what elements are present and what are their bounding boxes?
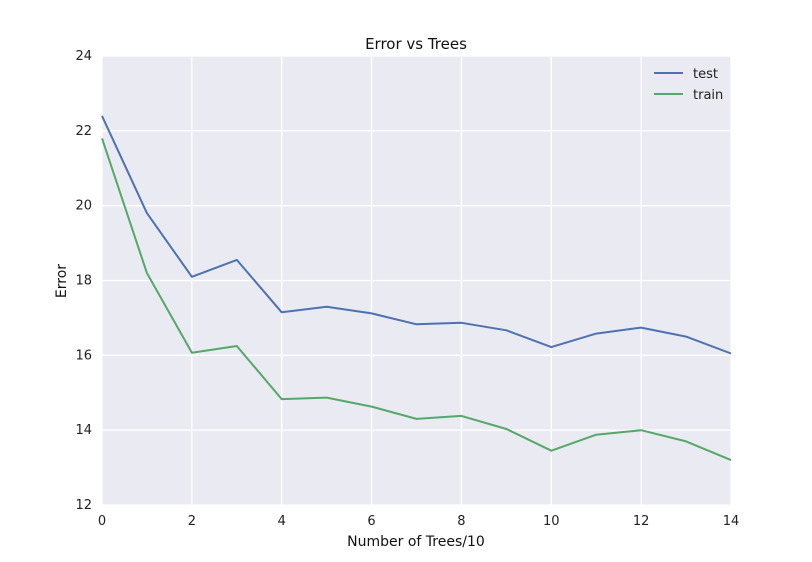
legend-label-test: test bbox=[693, 67, 718, 82]
x-tick-label: 0 bbox=[98, 514, 106, 529]
x-axis-label: Number of Trees/10 bbox=[347, 534, 485, 550]
legend-label-train: train bbox=[693, 88, 723, 103]
series-line-test bbox=[101, 115, 732, 355]
grid-lines bbox=[101, 55, 732, 506]
y-tick-label: 18 bbox=[75, 274, 92, 289]
x-tick-label: 10 bbox=[543, 514, 560, 529]
x-tick-label: 8 bbox=[457, 514, 465, 529]
y-tick-labels: 12 14 16 18 20 22 24 bbox=[75, 49, 92, 513]
y-tick-label: 22 bbox=[75, 124, 92, 139]
series-lines bbox=[101, 115, 732, 462]
y-tick-label: 12 bbox=[75, 498, 92, 513]
y-tick-label: 14 bbox=[75, 423, 92, 438]
x-tick-label: 4 bbox=[278, 514, 286, 529]
y-axis-label: Error bbox=[54, 264, 70, 298]
legend: test train bbox=[654, 67, 723, 103]
y-tick-label: 16 bbox=[75, 348, 92, 363]
series-line-train bbox=[101, 137, 732, 462]
x-tick-label: 2 bbox=[188, 514, 196, 529]
x-tick-labels: 0 2 4 6 8 10 12 14 bbox=[98, 514, 739, 529]
x-tick-label: 12 bbox=[633, 514, 650, 529]
x-tick-label: 6 bbox=[367, 514, 375, 529]
chart-title: Error vs Trees bbox=[365, 35, 467, 53]
x-tick-label: 14 bbox=[723, 514, 740, 529]
y-tick-label: 20 bbox=[75, 199, 92, 214]
y-tick-label: 24 bbox=[75, 49, 92, 64]
